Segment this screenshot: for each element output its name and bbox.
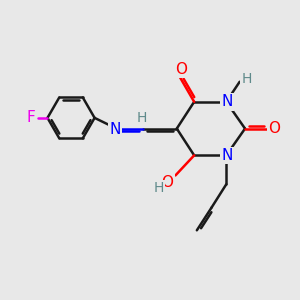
Text: H: H	[241, 71, 252, 85]
Text: N: N	[221, 94, 232, 109]
Text: N: N	[221, 148, 232, 163]
Text: O: O	[161, 175, 173, 190]
Text: H: H	[137, 111, 147, 125]
Text: H: H	[154, 181, 164, 195]
Text: N: N	[110, 122, 121, 136]
Text: O: O	[268, 121, 280, 136]
Text: F: F	[26, 110, 35, 125]
Text: O: O	[175, 62, 187, 77]
